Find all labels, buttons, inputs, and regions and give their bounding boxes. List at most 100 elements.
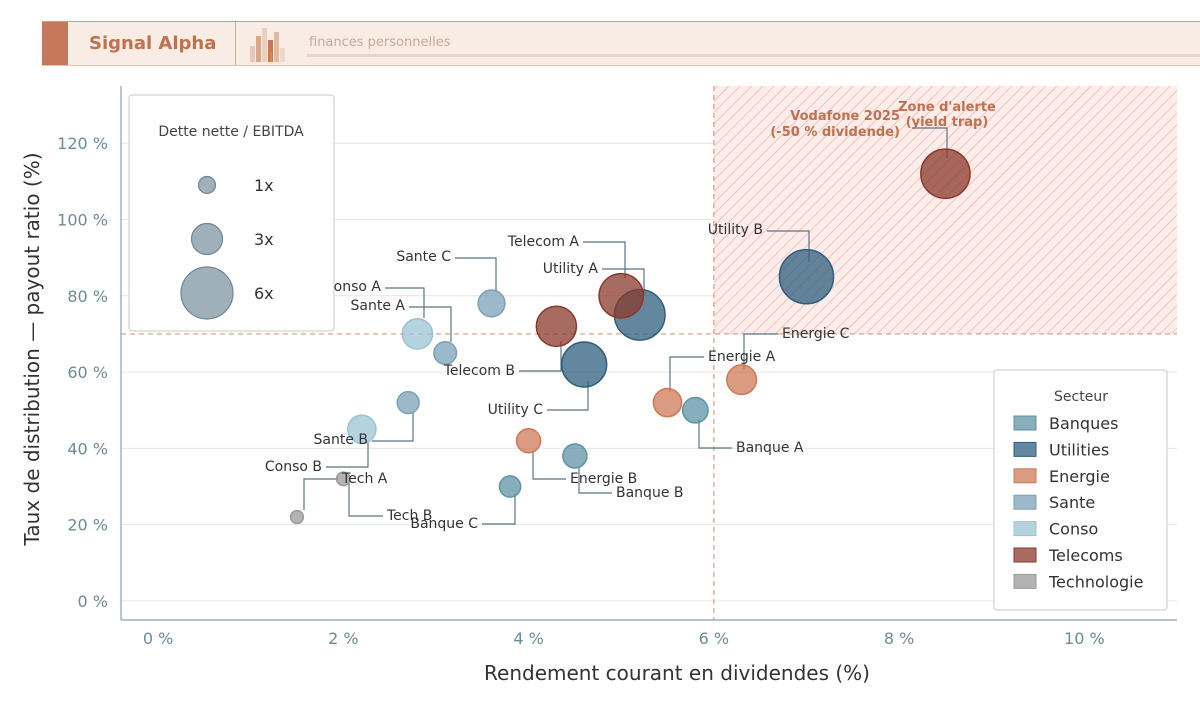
x-tick-label: 0 % — [143, 629, 173, 648]
annotation-label: Sante B — [314, 432, 369, 448]
annotation-label: Energie B — [570, 471, 637, 487]
annotation-label: Banque A — [736, 440, 804, 456]
brand-name: Signal Alpha — [89, 33, 217, 54]
y-axis-title: Taux de distribution — payout ratio (%) — [20, 152, 44, 546]
zone-label: (yield trap) — [906, 115, 989, 130]
x-tick-label: 2 % — [328, 629, 358, 648]
bubble-utility-b — [778, 248, 835, 305]
sector-legend-label: Sante — [1049, 493, 1095, 512]
annotation-label: Conso A — [324, 279, 382, 295]
sector-legend-title: Secteur — [1054, 389, 1108, 405]
leader-line — [532, 451, 566, 480]
annotation-label: Energie A — [708, 349, 776, 365]
leader-line — [455, 257, 497, 292]
size-legend-label: 6x — [254, 284, 274, 303]
size-legend-marker — [180, 266, 234, 320]
y-tick-label: 80 % — [67, 287, 108, 306]
annotation-label: Telecom A — [507, 234, 580, 250]
size-legend: Dette nette / EBITDA 1x 3x 6x — [128, 94, 335, 332]
sector-legend-label: Conso — [1049, 520, 1098, 539]
y-tick-label: 20 % — [67, 516, 108, 535]
x-axis-title: Rendement courant en dividendes (%) — [484, 661, 870, 685]
bubble-banque-c — [498, 475, 522, 498]
bubble-telecom-a — [598, 272, 645, 319]
y-tick-label: 100 % — [57, 211, 108, 230]
y-tick-label: 120 % — [57, 134, 108, 153]
sector-legend-label: Technologie — [1048, 572, 1143, 591]
sector-legend-swatch — [1013, 573, 1037, 589]
bubble-tech-b — [289, 509, 305, 525]
bubble-vodafone-2025 — [920, 148, 971, 200]
annotation-label: Conso B — [265, 459, 322, 475]
sector-legend-swatch — [1013, 547, 1037, 563]
annotation-label: Tech B — [386, 508, 432, 524]
leader-line — [602, 268, 645, 296]
sector-legend-box — [993, 369, 1168, 611]
sector-legend: Secteur Banques Utilities Energie Sante Conso… — [993, 369, 1168, 611]
x-tick-label: 10 % — [1064, 629, 1105, 648]
annotation-label: Energie C — [782, 326, 850, 342]
leader-line — [409, 306, 452, 342]
x-tick-label: 8 % — [884, 629, 914, 648]
x-tick-label: 4 % — [513, 629, 543, 648]
leader-line — [583, 241, 626, 278]
bubble-energie-b — [515, 427, 542, 454]
brand-header: Signal Alpha finances personnelles — [42, 21, 1200, 66]
leader-line — [912, 127, 948, 158]
size-legend-label: 3x — [254, 230, 274, 249]
sector-legend-swatch — [1013, 415, 1037, 431]
annotation-label: (-50 % dividende) — [770, 125, 900, 140]
annotation-label: Tech A — [341, 471, 388, 487]
city-skyline-icon — [250, 28, 285, 62]
annotation-label: Banque B — [616, 485, 683, 501]
zone-label: Zone d'alerte — [898, 100, 996, 115]
leader-line — [698, 420, 732, 449]
sector-legend-swatch — [1013, 521, 1037, 537]
bubble-utility-c — [560, 341, 608, 388]
bubble-energie-c — [726, 364, 758, 396]
annotation-label: Sante C — [396, 249, 451, 265]
y-tick-label: 60 % — [67, 363, 108, 382]
bubble-telecom-b — [535, 305, 578, 348]
leader-line — [547, 381, 589, 411]
leader-line — [743, 333, 778, 369]
sector-legend-label: Telecoms — [1048, 546, 1123, 565]
header-divider — [235, 22, 236, 65]
bubble-conso-a — [401, 318, 434, 350]
y-tick-label: 0 % — [78, 592, 108, 611]
x-tick-label: 6 % — [699, 629, 729, 648]
leader-line — [348, 482, 383, 517]
brand-color-block — [42, 22, 68, 65]
tagline-underline — [307, 54, 1200, 57]
bubble-sante-c — [477, 289, 506, 318]
bubble-energie-a — [652, 387, 683, 418]
size-legend-marker — [197, 175, 217, 195]
bubble-tech-a — [335, 471, 351, 487]
annotation-label: Utility A — [543, 261, 599, 277]
leader-line — [482, 494, 516, 525]
sector-legend-label: Energie — [1049, 467, 1110, 486]
bubble-banque-b — [562, 443, 588, 469]
sector-legend-label: Utilities — [1049, 440, 1109, 459]
annotation-label: Telecom B — [443, 363, 515, 379]
annotation-label: Vodafone 2025 — [790, 109, 900, 124]
leader-line — [385, 287, 425, 318]
tagline: finances personnelles — [309, 35, 451, 50]
bubble-banque-a — [681, 396, 709, 424]
sector-legend-label: Banques — [1049, 414, 1118, 433]
bubble-conso-b — [346, 414, 377, 445]
bubble-sante-b — [396, 390, 420, 415]
leader-line — [519, 341, 562, 372]
sector-legend-swatch — [1013, 468, 1037, 484]
annotation-label: Banque C — [410, 516, 478, 532]
size-legend-label: 1x — [254, 176, 274, 195]
annotation-label: Sante A — [351, 298, 406, 314]
leader-line — [578, 467, 612, 494]
size-legend-marker — [190, 222, 224, 256]
size-legend-title: Dette nette / EBITDA — [158, 124, 304, 140]
annotation-label: Utility C — [488, 402, 544, 418]
sector-legend-swatch — [1013, 441, 1037, 457]
leader-line — [669, 356, 704, 392]
leader-line — [303, 478, 338, 510]
